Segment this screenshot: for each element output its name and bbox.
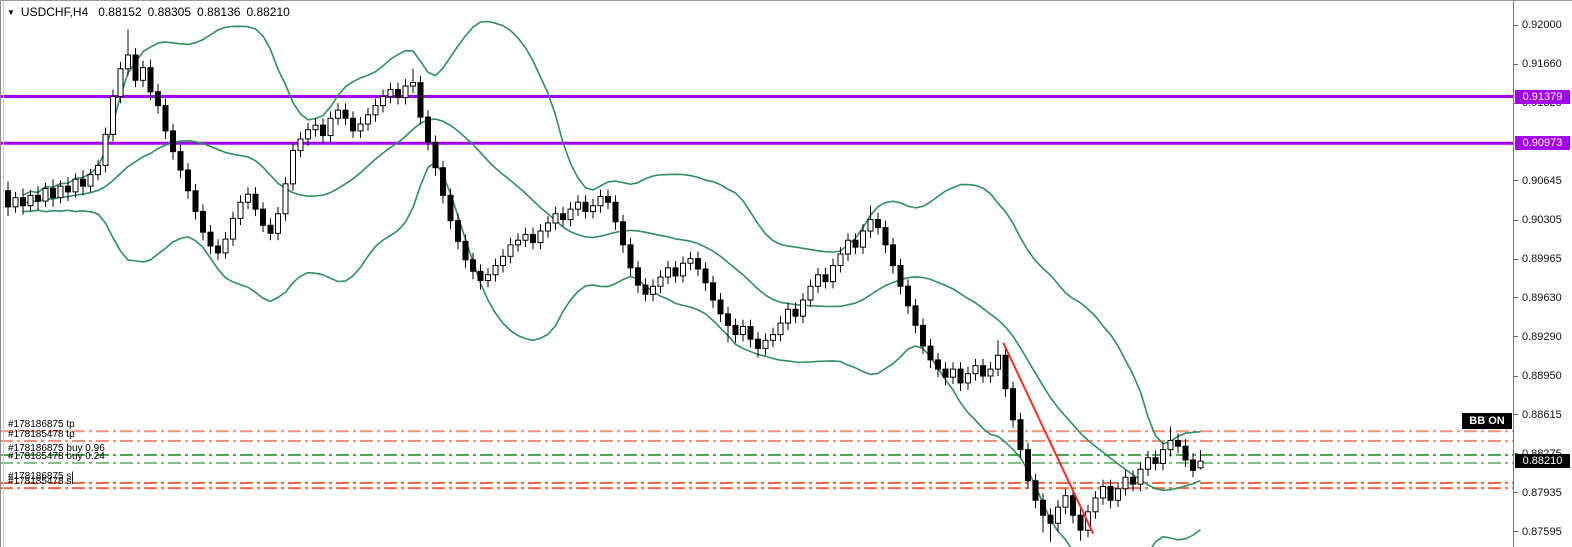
axis-tick-label: 0.90305 xyxy=(1522,214,1562,227)
axis-tick-mark xyxy=(1514,414,1518,416)
window-left-border-inner xyxy=(3,1,4,547)
price-axis[interactable]: 0.920000.916600.913200.906450.903050.899… xyxy=(1513,1,1572,547)
axis-tick-mark xyxy=(1514,492,1518,494)
axis-tick-mark xyxy=(1514,531,1518,533)
bollinger-upper xyxy=(22,20,1201,445)
chart-low-value: 0.88136 xyxy=(197,5,241,19)
chart-high-value: 0.88305 xyxy=(147,5,192,19)
order-line-label[interactable]: #178185478 buy 0.24 xyxy=(8,451,105,462)
axis-tick-label: 0.92000 xyxy=(1522,19,1562,32)
hline-price-badge: 0.90973 xyxy=(1515,136,1570,151)
bollinger-middle xyxy=(22,118,1201,492)
order-line-label[interactable]: #178185478 tp xyxy=(8,429,75,441)
chart-symbol-period: USDCHF,H4 xyxy=(20,5,89,19)
axis-tick-mark xyxy=(1514,297,1518,299)
chart-open-value: 0.88152 xyxy=(98,5,142,19)
chart-title: ▼ USDCHF,H4 0.88152 0.88305 0.88136 0.88… xyxy=(7,5,296,19)
candles xyxy=(5,29,1204,542)
order-line-label[interactable]: #178186875 buy 0.96 xyxy=(8,443,105,455)
chart-close-value: 0.88210 xyxy=(246,5,290,19)
axis-tick-mark xyxy=(1514,336,1518,338)
axis-tick-mark xyxy=(1514,63,1518,65)
order-line-label[interactable]: #178185478 sl xyxy=(8,476,74,488)
axis-tick-label: 0.91660 xyxy=(1522,58,1562,71)
chart-canvas[interactable] xyxy=(0,1,1513,547)
axis-tick-label: 0.90645 xyxy=(1522,174,1562,187)
purple-hlines[interactable] xyxy=(0,95,1513,145)
axis-tick-label: 0.88615 xyxy=(1522,408,1562,421)
bollinger-bands xyxy=(22,20,1201,547)
axis-tick-label: 0.89290 xyxy=(1522,330,1562,343)
axis-tick-mark xyxy=(1514,453,1518,455)
axis-tick-mark xyxy=(1514,180,1518,182)
axis-tick-mark xyxy=(1514,258,1518,260)
current-price-badge: 0.88210 xyxy=(1515,454,1570,469)
axis-tick-label: 0.89630 xyxy=(1522,291,1562,304)
window-left-border xyxy=(0,1,1,547)
bb-on-badge: BB ON xyxy=(1462,413,1512,429)
order-line-label[interactable]: #178186875 tp xyxy=(8,419,75,431)
axis-tick-mark xyxy=(1514,219,1518,221)
axis-tick-label: 0.87595 xyxy=(1522,525,1562,538)
chart-ohlc-toggle-icon[interactable]: ▼ xyxy=(7,7,15,17)
order-lines[interactable] xyxy=(0,430,1513,490)
axis-tick-label: 0.89965 xyxy=(1522,253,1562,266)
trendline[interactable] xyxy=(1002,342,1095,535)
hline-price-badge: 0.91379 xyxy=(1515,89,1570,104)
axis-tick-label: 0.87935 xyxy=(1522,486,1562,499)
order-line-label[interactable]: #178186875 sl xyxy=(8,471,74,483)
axis-tick-mark xyxy=(1514,375,1518,377)
axis-tick-mark xyxy=(1514,24,1518,26)
bollinger-lower xyxy=(22,161,1201,547)
axis-tick-label: 0.88950 xyxy=(1522,370,1562,382)
